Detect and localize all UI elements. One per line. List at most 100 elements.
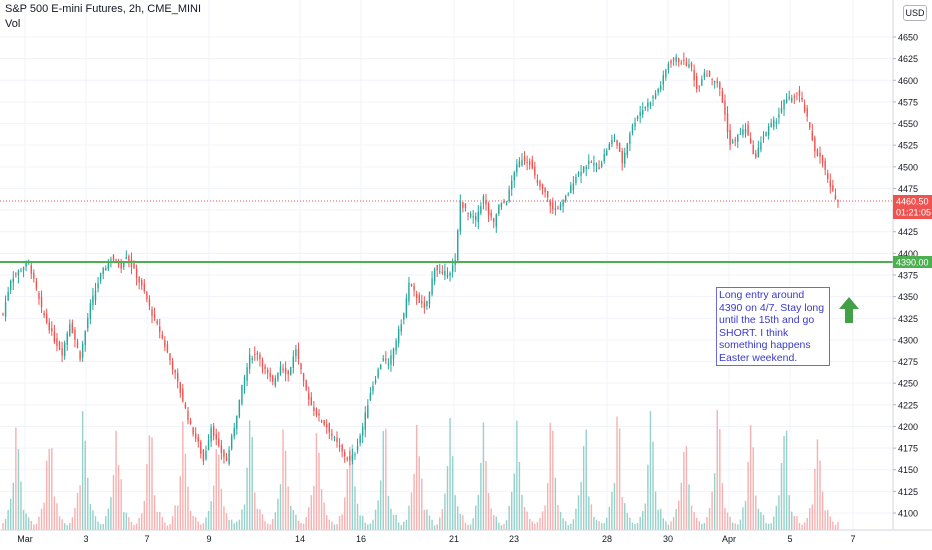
volume-bar	[390, 508, 392, 530]
volume-bar	[133, 525, 135, 530]
volume-bar	[824, 510, 826, 530]
candle	[228, 446, 230, 466]
volume-bar	[690, 505, 693, 530]
volume-bar	[300, 523, 302, 530]
candle	[603, 148, 605, 164]
volume-bar	[266, 523, 269, 530]
candle	[326, 419, 328, 435]
volume-bar	[706, 517, 708, 530]
volume-bar	[112, 474, 115, 530]
volume-bar	[218, 454, 220, 530]
candle	[141, 277, 143, 290]
volume-bar	[15, 427, 17, 530]
volume-bar	[310, 495, 313, 530]
x-tick-label: 30	[663, 534, 673, 544]
volume-bar	[559, 511, 562, 530]
volume-bar	[557, 505, 559, 530]
candle	[56, 333, 58, 352]
volume-bar	[493, 514, 495, 530]
candle	[590, 160, 593, 164]
volume-bar	[809, 508, 811, 530]
volume-bar	[87, 477, 89, 530]
candle	[202, 449, 205, 466]
volume-bar	[490, 508, 492, 530]
candle	[320, 419, 323, 424]
candle	[803, 99, 806, 114]
candle	[297, 342, 300, 365]
candle	[765, 131, 767, 137]
candle	[359, 433, 361, 447]
volume-bar	[344, 497, 346, 530]
candle	[539, 179, 541, 191]
volume-bar	[189, 510, 192, 530]
volume-bar	[7, 509, 9, 530]
candle	[115, 258, 117, 262]
y-tick-label: 4325	[898, 314, 918, 324]
volume-bar	[53, 496, 56, 530]
volume-bar	[56, 503, 58, 530]
candle	[210, 424, 212, 448]
candle	[38, 291, 40, 305]
price-axis[interactable]: 4100 4125 4150 4175 4200 4225 4250 4275 4300 4325…	[0, 0, 932, 531]
volume-bar	[752, 447, 754, 530]
volume-bar	[670, 521, 672, 530]
candle	[457, 228, 459, 262]
candle	[187, 406, 189, 425]
x-tick-label: 16	[356, 534, 366, 544]
volume-bar	[778, 495, 780, 530]
volume-bar	[446, 466, 449, 530]
candle	[639, 105, 641, 124]
currency-badge[interactable]: USD	[903, 5, 927, 21]
volume-bar	[120, 479, 122, 530]
candle	[600, 160, 603, 169]
volume-bar	[284, 450, 287, 530]
volume-bar	[354, 486, 356, 530]
volume-bar	[228, 520, 230, 530]
volume-bar	[657, 509, 659, 530]
volume-bar	[744, 500, 747, 530]
candle	[349, 450, 351, 466]
candle	[382, 354, 384, 362]
candle	[636, 115, 639, 122]
candle	[480, 202, 482, 216]
volume-bar	[313, 485, 315, 530]
volume-bar	[567, 525, 569, 530]
volume-bar	[662, 518, 664, 530]
candle	[469, 211, 472, 219]
candle	[613, 133, 616, 143]
candle	[536, 174, 539, 186]
volume-bar	[45, 460, 48, 530]
candle	[138, 276, 140, 290]
volume-bar	[773, 516, 775, 530]
volume-bar	[608, 506, 611, 530]
candle	[7, 286, 9, 302]
time-axis[interactable]: Mar 3 7 9 14 16 21 23 28 30 Apr 5 7	[17, 534, 855, 544]
volume-bar	[698, 521, 700, 530]
candle	[431, 271, 433, 297]
candle	[798, 85, 801, 103]
candle	[767, 123, 770, 140]
chart-title[interactable]: S&P 500 E-mini Futures, 2h, CME_MINI	[5, 3, 202, 15]
volume-bar	[729, 516, 731, 530]
candle	[770, 118, 772, 128]
y-tick-label: 4425	[898, 227, 918, 237]
candle	[595, 162, 598, 173]
volume-bar	[459, 513, 462, 530]
volume-indicator-label[interactable]: Vol	[5, 18, 21, 30]
volume-bar	[688, 484, 690, 530]
candle	[4, 295, 7, 322]
candle	[405, 293, 408, 319]
candle	[313, 400, 315, 417]
volume-bar	[523, 506, 526, 530]
candle	[775, 118, 778, 129]
candle	[333, 435, 336, 442]
volume-bar	[575, 508, 577, 530]
candle	[387, 358, 390, 370]
annotation-note[interactable]: Long entry around 4390 on 4/7. Stay long…	[716, 287, 830, 366]
candle	[449, 271, 451, 282]
volume-bar	[403, 521, 405, 530]
volume-bar	[58, 516, 61, 530]
candle	[580, 165, 582, 184]
volume-bar	[536, 521, 539, 530]
